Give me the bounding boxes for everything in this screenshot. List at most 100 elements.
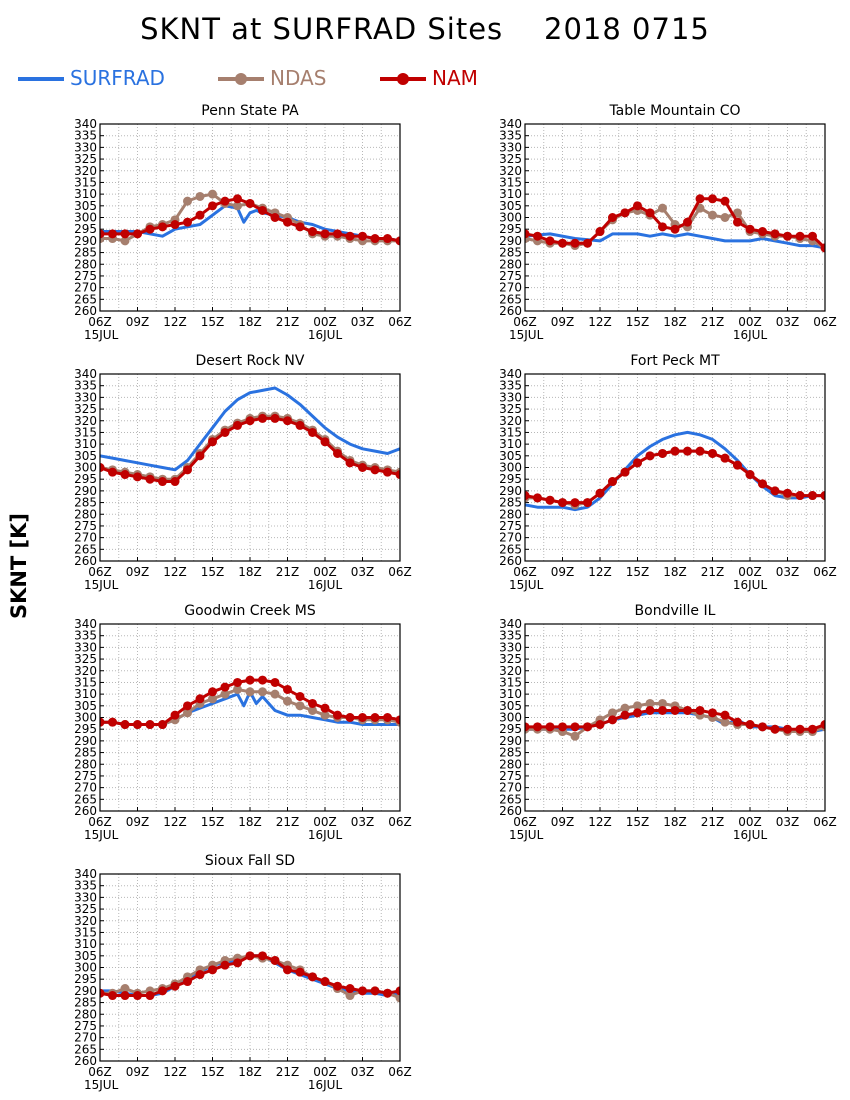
series-point-nam <box>733 460 742 470</box>
series-point-nam <box>670 446 680 456</box>
series-point-nam <box>583 498 592 508</box>
series-point-nam <box>195 451 205 461</box>
y-tick-label: 305 <box>74 199 97 213</box>
series-point-nam <box>595 227 605 237</box>
series-point-nam <box>133 229 142 239</box>
legend-swatch-nam <box>380 73 426 85</box>
y-tick-label: 320 <box>74 914 97 928</box>
y-tick-label: 335 <box>74 129 97 143</box>
series-point-nam <box>783 231 792 241</box>
series-point-nam <box>733 717 742 727</box>
y-tick-label: 290 <box>74 234 97 248</box>
legend-item-nam: NAM <box>380 64 500 94</box>
series-point-nam <box>370 713 380 722</box>
x-tick-label: 09Z <box>551 315 575 329</box>
x-tick-label: 00Z <box>738 815 762 829</box>
y-tick-label: 320 <box>499 414 522 428</box>
y-tick-label: 335 <box>74 379 97 393</box>
series-point-nam <box>295 967 305 977</box>
y-tick-label: 335 <box>499 129 522 143</box>
series-point-nam <box>258 951 267 961</box>
y-tick-label: 295 <box>74 472 97 486</box>
y-tick-label: 330 <box>74 140 97 154</box>
x-tick-label: 15Z <box>201 315 225 329</box>
y-tick-label: 305 <box>499 449 522 463</box>
y-tick-label: 305 <box>74 949 97 963</box>
y-tick-label: 260 <box>499 804 522 818</box>
series-point-nam <box>295 222 305 232</box>
series-point-nam <box>683 446 692 456</box>
y-tick-label: 270 <box>499 531 522 545</box>
series-point-nam <box>220 196 230 206</box>
x-tick-label: 21Z <box>276 1065 300 1079</box>
y-tick-label: 275 <box>74 269 97 283</box>
series-point-nam <box>220 960 230 970</box>
series-point-ndas <box>195 191 205 201</box>
series-point-ndas <box>733 208 742 218</box>
series-group <box>100 951 400 1003</box>
y-tick-label: 330 <box>499 640 522 654</box>
series-point-nam <box>820 720 825 730</box>
series-point-ndas <box>258 687 267 697</box>
series-point-nam <box>220 427 230 437</box>
y-tick-label: 275 <box>74 1019 97 1033</box>
panel-title-table-mountain-co: Table Mountain CO <box>608 103 740 119</box>
series-point-nam <box>233 420 242 430</box>
x-tick-label: 00Z <box>738 315 762 329</box>
x-tick-label: 00Z <box>313 815 337 829</box>
x-tick-label: 03Z <box>351 1065 375 1079</box>
y-tick-label: 325 <box>74 402 97 416</box>
series-point-ndas <box>320 710 330 720</box>
x-tick-label: 00Z <box>313 565 337 579</box>
series-point-nam <box>158 720 167 730</box>
series-point-nam <box>195 970 205 980</box>
y-tick-label: 315 <box>499 425 522 439</box>
series-point-nam <box>645 705 655 715</box>
x-tick-label: 00Z <box>313 315 337 329</box>
x-tick-label: 12Z <box>163 1065 187 1079</box>
series-point-nam <box>120 991 130 1001</box>
y-tick-label: 315 <box>499 675 522 689</box>
series-point-nam <box>733 217 742 227</box>
panel-title-bondville-il: Bondville IL <box>635 603 716 619</box>
y-tick-label: 280 <box>499 507 522 521</box>
series-point-nam <box>783 488 792 498</box>
series-group <box>100 386 400 487</box>
y-tick-label: 315 <box>74 925 97 939</box>
x-date-label: 15JUL <box>509 828 544 842</box>
series-point-nam <box>608 213 617 222</box>
panel-frame <box>524 623 826 812</box>
x-tick-label: 12Z <box>588 815 612 829</box>
x-date-label: 15JUL <box>84 328 119 342</box>
series-group <box>525 430 825 512</box>
x-tick-label: 06Z <box>813 815 837 829</box>
series-point-ndas <box>245 687 255 697</box>
series-point-ndas <box>720 213 730 222</box>
series-point-ndas <box>183 708 192 718</box>
x-tick-label: 09Z <box>126 565 150 579</box>
series-point-nam <box>345 713 355 722</box>
series-point-nam <box>608 477 617 487</box>
series-point-ndas <box>658 698 667 708</box>
x-date-label: 16JUL <box>733 828 768 842</box>
y-tick-label: 260 <box>74 1054 97 1068</box>
series-point-nam <box>583 238 592 248</box>
series-point-ndas <box>570 731 580 741</box>
series-point-nam <box>270 413 280 423</box>
panel-table-mountain-co: Table Mountain CO 26026527027528028529029… <box>499 103 837 342</box>
x-tick-label: 18Z <box>238 815 262 829</box>
series-point-nam <box>295 691 305 701</box>
y-tick-label: 270 <box>499 781 522 795</box>
series-point-ndas <box>633 701 642 711</box>
y-tick-label: 300 <box>499 211 522 225</box>
series-point-nam <box>145 720 155 730</box>
series-point-nam <box>558 238 567 248</box>
series-point-nam <box>545 722 555 732</box>
y-tick-label: 310 <box>74 187 97 201</box>
y-tick-label: 325 <box>74 152 97 166</box>
series-point-nam <box>570 238 580 248</box>
panel-goodwin-creek-ms: Goodwin Creek MS 260265270275280285290295… <box>74 603 412 842</box>
series-point-nam <box>395 236 400 246</box>
legend-swatch-surfrad <box>18 77 64 81</box>
series-point-nam <box>645 208 655 218</box>
